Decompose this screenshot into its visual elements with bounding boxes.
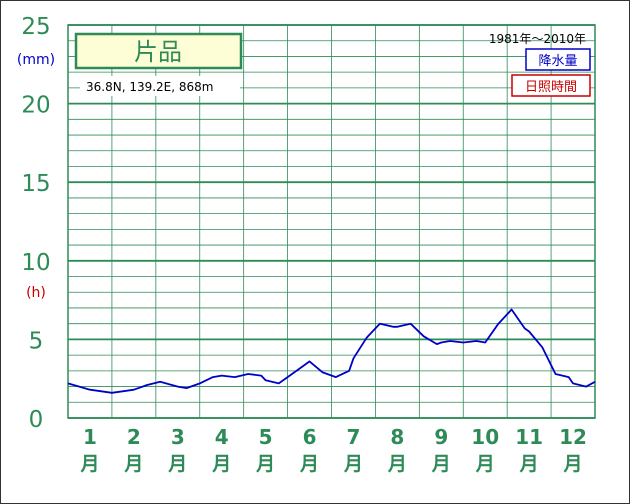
x-tick-label: 6: [303, 425, 317, 449]
station-title: 片品: [134, 38, 182, 66]
y-tick-label: 25: [21, 14, 50, 40]
y-tick-label: 15: [21, 171, 50, 197]
y-tick-label: 5: [29, 328, 44, 354]
y-tick-labels: 0 5 10 15 20 25: [21, 14, 50, 433]
x-tick-label: 3: [171, 425, 185, 449]
title-box: [74, 32, 243, 70]
y-tick-label: 10: [21, 250, 50, 276]
location-text: 36.8N, 139.2E, 868m: [86, 80, 213, 94]
x-tick-suffix: 月: [475, 453, 495, 475]
x-tick-suffix: 月: [431, 453, 451, 475]
legend-precip-box: [525, 48, 591, 71]
period-text: 1981年〜2010年: [489, 32, 586, 46]
y-tick-label: 0: [29, 407, 44, 433]
x-tick-label: 8: [390, 425, 404, 449]
x-tick-label: 5: [259, 425, 273, 449]
x-tick-suffix: 月: [79, 453, 99, 475]
x-tick-suffix: 月: [167, 453, 187, 475]
x-tick-label: 11: [515, 425, 543, 449]
x-tick-suffix: 月: [123, 453, 143, 475]
x-tick-suffix: 月: [519, 453, 539, 475]
x-tick-suffix: 月: [211, 453, 231, 475]
x-tick-label: 2: [127, 425, 141, 449]
y-tick-label: 20: [21, 93, 50, 119]
legend-sunshine: 日照時間: [525, 80, 577, 95]
x-tick-label: 4: [215, 425, 229, 449]
series-layer: [67, 308, 596, 394]
sunshine-unit-label: (h): [26, 285, 46, 301]
x-tick-label: 12: [559, 425, 587, 449]
x-tick-suffix: 月: [299, 453, 319, 475]
x-tick-suffix: 月: [387, 453, 407, 475]
location-bg: [80, 76, 240, 96]
x-tick-suffix: 月: [563, 453, 583, 475]
x-tick-labels: 1 月 2 月 3 月 4 月 5 月 6 月 7 月 8 月 9 月 10 月 11 月 12 月: [79, 425, 587, 475]
series-line-precip: [67, 308, 596, 394]
x-tick-label: 10: [471, 425, 499, 449]
x-tick-suffix: 月: [343, 453, 363, 475]
legend-precip: 降水量: [538, 54, 577, 69]
plot-border: [67, 24, 596, 419]
x-tick-label: 9: [434, 425, 448, 449]
x-tick-label: 1: [83, 425, 97, 449]
x-tick-suffix: 月: [255, 453, 275, 475]
precip-unit-label: (mm): [17, 52, 55, 68]
x-tick-label: 7: [346, 425, 360, 449]
legend-sunshine-box: [511, 74, 591, 97]
